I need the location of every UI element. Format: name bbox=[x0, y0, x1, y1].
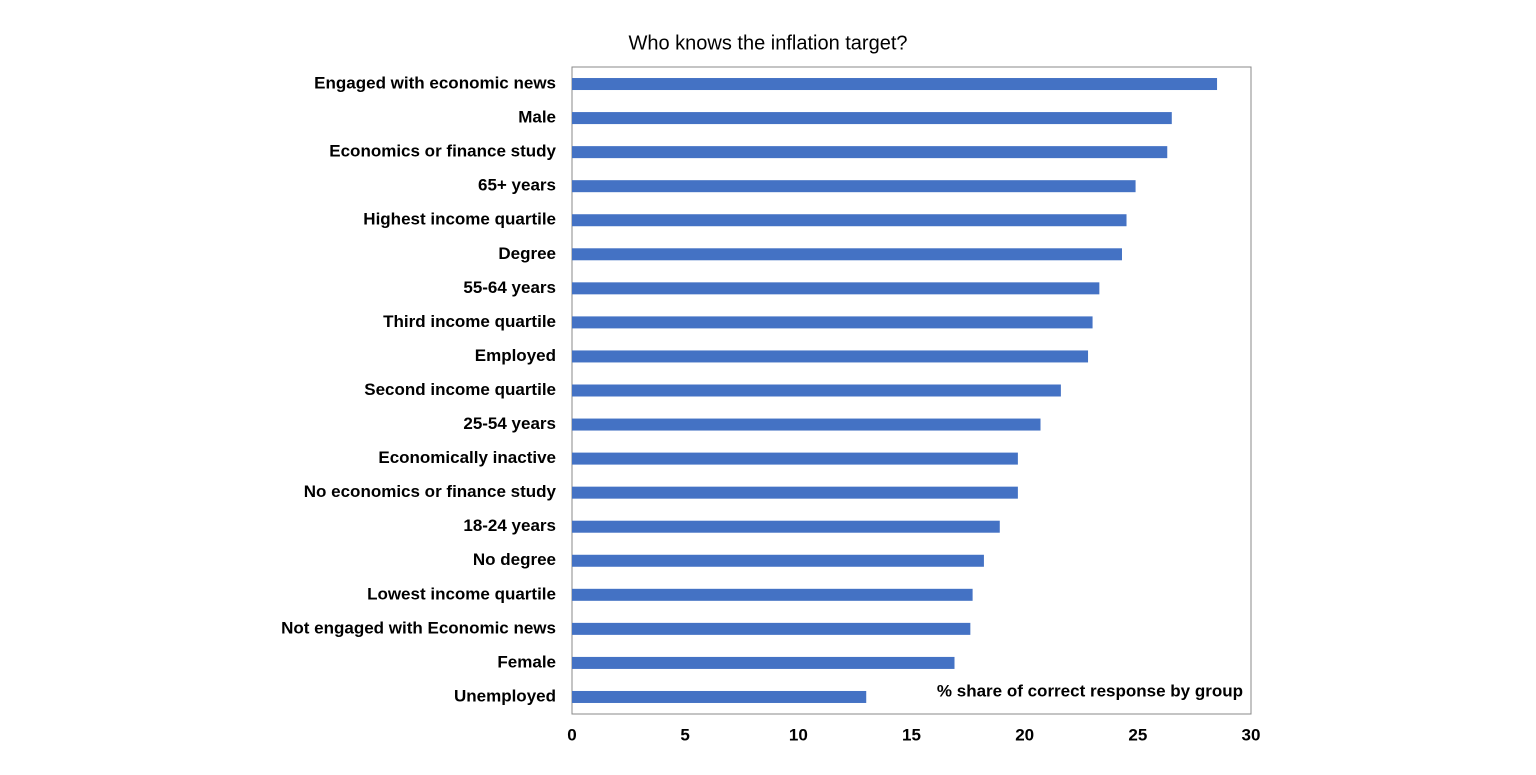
bar bbox=[572, 350, 1089, 363]
y-tick-label: Economically inactive bbox=[378, 448, 556, 467]
bar bbox=[572, 690, 867, 703]
bar bbox=[572, 248, 1122, 261]
y-tick-label: 65+ years bbox=[478, 176, 556, 195]
y-tick-label: Employed bbox=[475, 346, 556, 365]
y-tick-label: Second income quartile bbox=[364, 380, 556, 399]
bar bbox=[572, 554, 984, 567]
x-tick-label: 25 bbox=[1128, 725, 1147, 744]
bar bbox=[572, 656, 955, 669]
y-tick-label: 18-24 years bbox=[463, 516, 556, 535]
y-tick-label: No economics or finance study bbox=[304, 482, 557, 501]
bar bbox=[572, 622, 971, 635]
y-tick-label: 55-64 years bbox=[463, 278, 556, 297]
bar bbox=[572, 214, 1127, 227]
x-tick-label: 30 bbox=[1242, 725, 1261, 744]
y-tick-label: Third income quartile bbox=[383, 312, 556, 331]
y-tick-label: Lowest income quartile bbox=[367, 584, 556, 603]
bar bbox=[572, 384, 1061, 397]
bar bbox=[572, 452, 1018, 465]
bar bbox=[572, 146, 1168, 159]
x-tick-label: 15 bbox=[902, 725, 921, 744]
bar bbox=[572, 520, 1000, 533]
y-tick-label: Highest income quartile bbox=[363, 210, 556, 229]
y-tick-label: Unemployed bbox=[454, 686, 556, 705]
x-tick-label: 5 bbox=[680, 725, 689, 744]
bar bbox=[572, 486, 1018, 499]
bar bbox=[572, 588, 973, 601]
y-tick-label: 25-54 years bbox=[463, 414, 556, 433]
y-tick-label: Not engaged with Economic news bbox=[281, 618, 556, 637]
bar bbox=[572, 112, 1172, 125]
x-tick-label: 10 bbox=[789, 725, 808, 744]
bar bbox=[572, 418, 1041, 431]
chart-title: Who knows the inflation target? bbox=[628, 32, 907, 54]
bar bbox=[572, 282, 1100, 295]
annotation: % share of correct response by group bbox=[937, 681, 1243, 700]
y-tick-label: Engaged with economic news bbox=[314, 74, 556, 93]
y-tick-label: Male bbox=[518, 108, 556, 127]
bar bbox=[572, 316, 1093, 329]
bar bbox=[572, 180, 1136, 193]
bar bbox=[572, 78, 1218, 91]
y-tick-label: No degree bbox=[473, 550, 556, 569]
y-tick-label: Degree bbox=[498, 244, 556, 263]
y-tick-label: Economics or finance study bbox=[329, 142, 556, 161]
x-tick-label: 0 bbox=[567, 725, 576, 744]
y-tick-label: Female bbox=[497, 652, 556, 671]
x-tick-label: 20 bbox=[1015, 725, 1034, 744]
